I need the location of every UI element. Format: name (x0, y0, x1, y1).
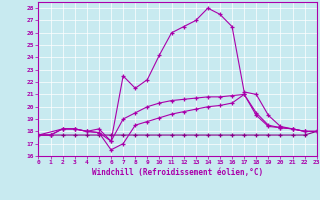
X-axis label: Windchill (Refroidissement éolien,°C): Windchill (Refroidissement éolien,°C) (92, 168, 263, 177)
